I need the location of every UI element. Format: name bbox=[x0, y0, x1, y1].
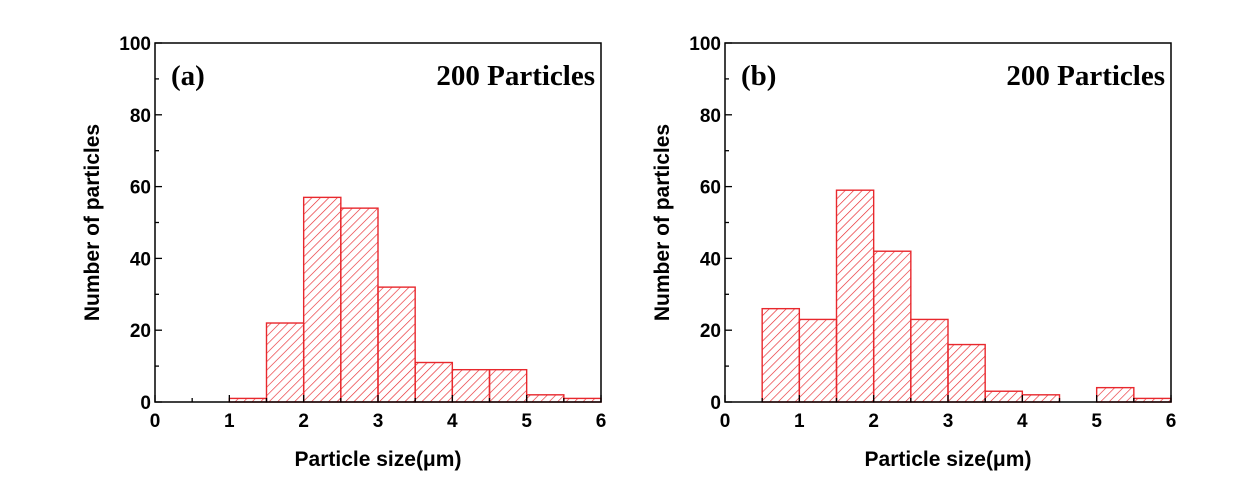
y-tick-label: 80 bbox=[700, 106, 721, 127]
bar-fill bbox=[836, 190, 874, 402]
y-tick-label: 0 bbox=[710, 393, 721, 414]
bar-fill bbox=[340, 208, 378, 402]
y-tick-label: 40 bbox=[700, 249, 721, 270]
x-axis-title: Particle size(μm) bbox=[865, 448, 1032, 471]
chart-panel-a: 0 1 2 3 4 5 6 0 20 40 60 80 100 (a) 200 Particles P… bbox=[81, 34, 606, 471]
bar-fill bbox=[303, 197, 341, 402]
bar-fill bbox=[762, 308, 800, 402]
x-tick-label: 6 bbox=[596, 411, 607, 432]
bar-fill bbox=[452, 369, 490, 402]
panel-label: (a) bbox=[171, 60, 205, 92]
bar-fill bbox=[526, 394, 564, 402]
bar-fill bbox=[489, 369, 527, 402]
y-tick-label: 100 bbox=[689, 34, 721, 55]
bar-group bbox=[761, 189, 1172, 403]
x-tick-label: 0 bbox=[150, 411, 161, 432]
bar-fill bbox=[229, 398, 267, 402]
bar-fill bbox=[563, 398, 601, 402]
tick-marks bbox=[724, 42, 1172, 403]
particle-count-annotation: 200 Particles bbox=[1006, 60, 1165, 92]
y-tick-label: 20 bbox=[130, 321, 151, 342]
y-tick-labels: 0 20 40 60 80 100 bbox=[119, 34, 151, 414]
bar-fill bbox=[985, 391, 1023, 402]
bar-fill bbox=[266, 323, 304, 402]
y-tick-label: 40 bbox=[130, 249, 151, 270]
tick-marks bbox=[154, 42, 602, 403]
bar-fill bbox=[1096, 387, 1134, 402]
x-tick-label: 1 bbox=[794, 411, 805, 432]
x-tick-labels: 0 1 2 3 4 5 6 bbox=[150, 411, 607, 432]
bar-fill bbox=[910, 319, 948, 402]
y-tick-label: 0 bbox=[140, 393, 151, 414]
x-tick-label: 1 bbox=[224, 411, 235, 432]
bar-fill bbox=[948, 344, 986, 402]
x-axis-title: Particle size(μm) bbox=[295, 448, 462, 471]
bar-fill bbox=[1133, 398, 1171, 402]
x-tick-labels: 0 1 2 3 4 5 6 bbox=[720, 411, 1177, 432]
x-tick-label: 5 bbox=[521, 411, 532, 432]
y-axis-title: Number of particles bbox=[81, 124, 104, 321]
bar-fill bbox=[873, 251, 911, 402]
chart-panel-b: 0 1 2 3 4 5 6 0 20 40 60 80 100 (b) 200 Particles P… bbox=[651, 34, 1176, 471]
bar-fill bbox=[415, 362, 453, 402]
x-tick-label: 4 bbox=[447, 411, 458, 432]
bar-group bbox=[228, 196, 602, 403]
x-tick-label: 4 bbox=[1017, 411, 1028, 432]
y-tick-labels: 0 20 40 60 80 100 bbox=[689, 34, 721, 414]
y-tick-label: 80 bbox=[130, 106, 151, 127]
y-axis-title: Number of particles bbox=[651, 124, 674, 321]
bar-fill bbox=[799, 319, 837, 402]
x-tick-label: 6 bbox=[1166, 411, 1177, 432]
panel-label: (b) bbox=[741, 60, 776, 92]
y-tick-label: 100 bbox=[119, 34, 151, 55]
bar-fill bbox=[378, 287, 416, 402]
particle-count-annotation: 200 Particles bbox=[436, 60, 595, 92]
y-tick-label: 60 bbox=[130, 178, 151, 199]
x-tick-label: 0 bbox=[720, 411, 731, 432]
x-tick-label: 5 bbox=[1091, 411, 1102, 432]
y-tick-label: 20 bbox=[700, 321, 721, 342]
x-tick-label: 2 bbox=[298, 411, 309, 432]
x-tick-label: 3 bbox=[943, 411, 954, 432]
x-tick-label: 3 bbox=[373, 411, 384, 432]
y-tick-label: 60 bbox=[700, 178, 721, 199]
x-tick-label: 2 bbox=[868, 411, 879, 432]
bar-fill bbox=[1022, 394, 1060, 402]
